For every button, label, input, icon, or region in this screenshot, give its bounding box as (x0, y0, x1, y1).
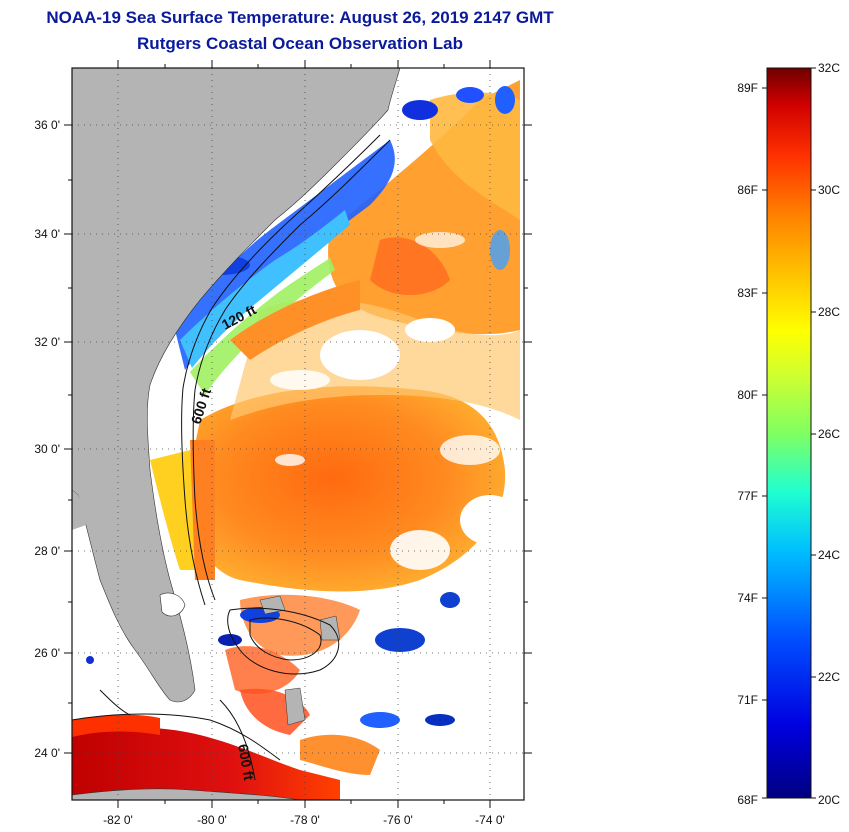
map-subtitle: Rutgers Coastal Ocean Observation Lab (137, 34, 463, 53)
cbar-c-28: 28C (818, 305, 840, 319)
cbar-f-80: 80F (737, 388, 758, 402)
cbar-f-71: 71F (737, 693, 758, 707)
depth-contours (71, 134, 391, 781)
lat-label-28: 28 0' (34, 544, 60, 558)
lon-label-74: -74 0' (475, 813, 505, 827)
temperature-colorbar: 89F 86F 83F 80F 77F 74F 71F 68F 32C 30C … (737, 61, 840, 807)
cbar-c-30: 30C (818, 183, 840, 197)
lat-label-32: 32 0' (34, 335, 60, 349)
cbar-f-86: 86F (737, 183, 758, 197)
colorbar-f-labels: 89F 86F 83F 80F 77F 74F 71F 68F (737, 81, 758, 807)
cbar-f-68: 68F (737, 793, 758, 807)
lat-ticks (64, 124, 532, 754)
lon-label-82: -82 0' (103, 813, 133, 827)
cbar-f-83: 83F (737, 286, 758, 300)
colorbar-gradient (766, 67, 812, 799)
map-title: NOAA-19 Sea Surface Temperature: August … (46, 8, 554, 27)
cbar-f-74: 74F (737, 591, 758, 605)
lat-labels: 36 0' 34 0' 32 0' 30 0' 28 0' 26 0' 24 0… (34, 118, 60, 760)
lat-label-26: 26 0' (34, 646, 60, 660)
contour-label-600ft-south: 600 ft (235, 743, 257, 782)
lon-label-78: -78 0' (290, 813, 320, 827)
cbar-c-26: 26C (818, 427, 840, 441)
colorbar-f-ticks (762, 87, 767, 799)
cbar-f-77: 77F (737, 489, 758, 503)
lat-label-34: 34 0' (34, 227, 60, 241)
colorbar-c-ticks (811, 67, 816, 799)
lon-label-76: -76 0' (383, 813, 413, 827)
cbar-c-24: 24C (818, 548, 840, 562)
lat-label-36: 36 0' (34, 118, 60, 132)
lon-label-80: -80 0' (197, 813, 227, 827)
lat-label-24: 24 0' (34, 746, 60, 760)
colorbar-c-labels: 32C 30C 28C 26C 24C 22C 20C (818, 61, 840, 807)
cbar-f-89: 89F (737, 81, 758, 95)
cbar-c-32: 32C (818, 61, 840, 75)
land (71, 67, 401, 801)
map-frame (71, 67, 525, 801)
grid-lines (72, 68, 524, 800)
cbar-c-22: 22C (818, 670, 840, 684)
lon-labels: -82 0' -80 0' -78 0' -76 0' -74 0' (103, 813, 505, 827)
cbar-c-20: 20C (818, 793, 840, 807)
lat-label-30: 30 0' (34, 442, 60, 456)
lon-ticks (117, 60, 491, 808)
sst-field (72, 80, 520, 800)
